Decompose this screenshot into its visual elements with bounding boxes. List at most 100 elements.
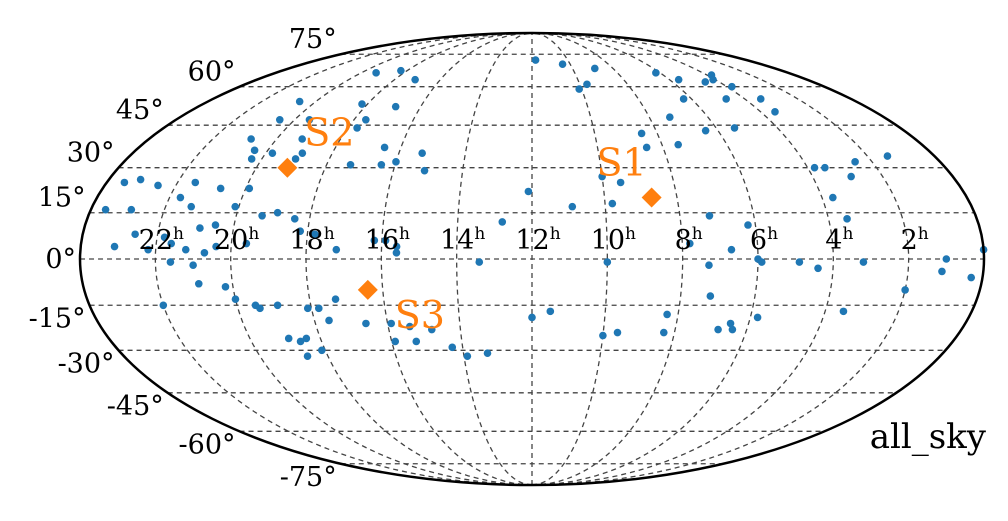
data-point [420, 166, 429, 175]
grid-meridian-14h [456, 32, 533, 486]
data-point [191, 178, 200, 187]
grid-meridian-4h [531, 32, 834, 486]
data-point [216, 184, 225, 193]
data-point [427, 325, 436, 334]
data-point [353, 124, 361, 132]
data-point [302, 334, 311, 343]
corner-label: all_sky [870, 417, 987, 457]
ra-tick-label: 16h [365, 224, 410, 256]
lat-tick-label: 15° [38, 183, 86, 214]
data-point [608, 199, 617, 208]
data-point [332, 245, 341, 254]
data-point [412, 337, 421, 346]
data-point [531, 56, 540, 64]
data-point [144, 245, 152, 254]
data-point [296, 227, 305, 235]
data-point [568, 202, 577, 211]
lat-tick-label: -60° [179, 429, 236, 460]
data-point [154, 181, 162, 190]
data-point [843, 215, 851, 223]
data-point [346, 160, 355, 169]
data-points [101, 56, 988, 360]
data-point [231, 202, 240, 211]
data-point [362, 319, 370, 328]
data-point [859, 258, 868, 266]
data-point [290, 215, 299, 223]
data-point [370, 236, 379, 245]
data-point [381, 236, 390, 245]
data-point [701, 78, 710, 86]
data-point [358, 100, 366, 108]
data-point [221, 283, 230, 291]
data-point [268, 149, 277, 157]
data-point [131, 230, 139, 239]
data-point [397, 66, 405, 75]
data-point [598, 172, 606, 181]
ra-tick-label: 6h [750, 224, 778, 256]
data-point [475, 258, 484, 266]
data-point [642, 143, 651, 152]
data-point [273, 301, 282, 310]
data-point [613, 328, 622, 337]
data-point [127, 205, 136, 214]
data-point [303, 352, 312, 360]
data-point [298, 149, 307, 157]
data-point [212, 242, 220, 251]
data-point [756, 95, 765, 103]
source-labels: S1 S2 S3 [304, 111, 646, 337]
data-point [821, 163, 829, 172]
grid-meridian-22h [154, 32, 533, 486]
data-point [705, 261, 713, 269]
data-point [847, 172, 855, 181]
data-point [709, 75, 717, 84]
data-point [187, 202, 196, 211]
lat-tick-label: 0° [45, 244, 76, 275]
data-point [247, 155, 256, 163]
ra-tick-label: 4h [825, 224, 853, 256]
sky-outline [78, 31, 986, 487]
data-point [411, 75, 419, 84]
lat-tick-label: -30° [58, 348, 115, 379]
data-point [901, 286, 909, 294]
data-point [583, 80, 591, 89]
ra-tick-label: 12h [515, 224, 560, 256]
data-point [296, 337, 305, 346]
data-point [181, 245, 190, 254]
data-point [663, 310, 671, 319]
grid-meridian-8h [531, 32, 684, 486]
data-point [652, 69, 660, 77]
data-point [757, 258, 766, 266]
data-point [714, 325, 722, 334]
data-point [167, 239, 176, 248]
data-point [377, 160, 386, 169]
data-point [245, 184, 254, 193]
source-label-s3: S3 [395, 293, 445, 337]
grid-meridian-18h [305, 32, 533, 486]
data-point [166, 258, 175, 266]
source-label-s1: S1 [597, 141, 647, 185]
data-point [258, 211, 266, 220]
data-point [211, 221, 220, 229]
data-point [524, 187, 533, 196]
data-point [120, 178, 129, 187]
data-point [242, 239, 251, 248]
data-point [795, 258, 804, 266]
data-point [418, 149, 426, 157]
data-point [599, 331, 607, 340]
ra-tick-label: 14h [440, 224, 485, 256]
data-point [391, 337, 400, 346]
data-point [380, 143, 389, 152]
data-point [728, 325, 737, 334]
ra-tick-label: 22h [139, 224, 184, 256]
data-point [295, 97, 304, 106]
lat-tick-label: 45° [116, 95, 164, 126]
source-markers [277, 157, 662, 300]
grid-meridian-20h [230, 32, 533, 486]
data-point [616, 178, 625, 187]
data-point [305, 115, 314, 124]
data-point [273, 208, 282, 217]
lat-tick-label: 30° [67, 138, 115, 169]
data-point [200, 249, 209, 257]
ra-tick-label: 20h [214, 224, 259, 256]
